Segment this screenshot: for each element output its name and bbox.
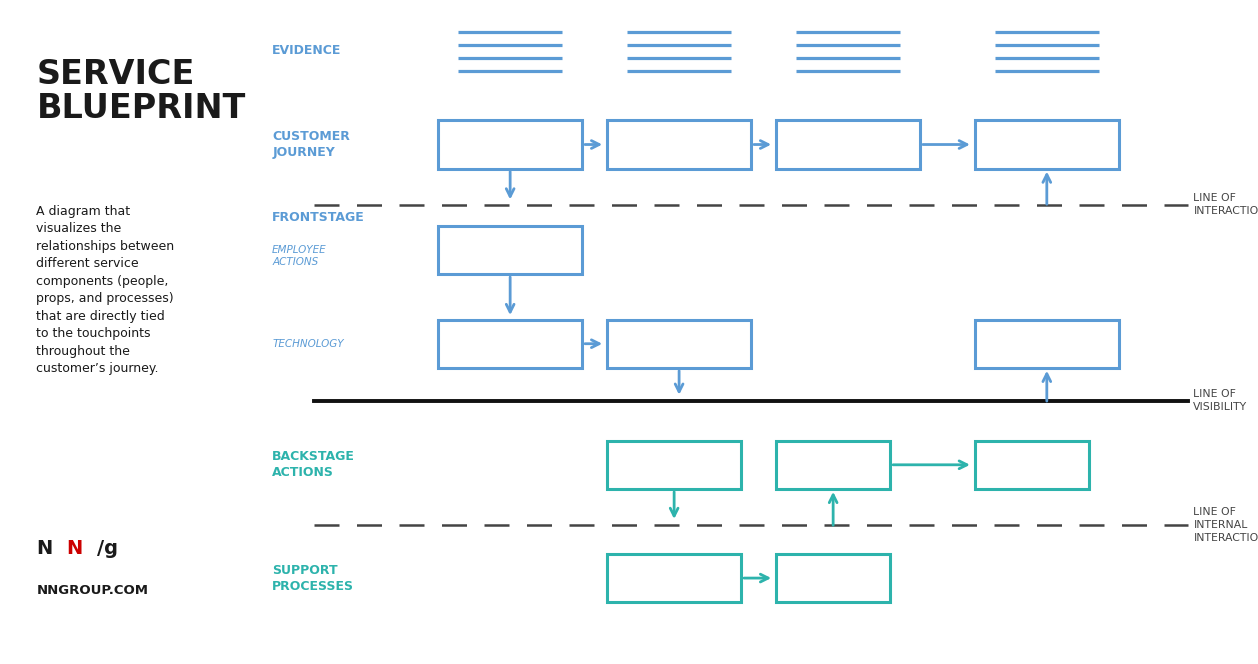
Bar [438,226,582,274]
Text: FRONTSTAGE: FRONTSTAGE [272,210,365,224]
Bar [975,319,1118,368]
Text: SUPPORT
PROCESSES: SUPPORT PROCESSES [272,564,355,592]
Text: EMPLOYEE
ACTIONS: EMPLOYEE ACTIONS [272,245,327,268]
Text: TECHNOLOGY: TECHNOLOGY [272,339,343,349]
Bar [438,319,582,368]
Text: N: N [36,539,53,558]
Text: CUSTOMER
JOURNEY: CUSTOMER JOURNEY [272,130,350,159]
Text: EVIDENCE: EVIDENCE [272,44,341,57]
Bar [438,120,582,169]
Text: BACKSTAGE
ACTIONS: BACKSTAGE ACTIONS [272,450,355,479]
Text: A diagram that
visualizes the
relationships between
different service
components: A diagram that visualizes the relationsh… [36,205,175,375]
Text: LINE OF
INTERNAL
INTERACTION: LINE OF INTERNAL INTERACTION [1194,507,1258,542]
Bar [776,441,891,489]
Bar [608,441,741,489]
Bar [776,554,891,602]
Bar [776,120,920,169]
Bar [975,441,1089,489]
Text: LINE OF
INTERACTION: LINE OF INTERACTION [1194,193,1258,216]
Text: /g: /g [97,539,118,558]
Text: SERVICE
BLUEPRINT: SERVICE BLUEPRINT [36,58,245,125]
Bar [608,120,751,169]
Bar [608,554,741,602]
Text: NNGROUP.COM: NNGROUP.COM [36,584,148,596]
Text: N: N [67,539,83,558]
Text: LINE OF
VISIBILITY: LINE OF VISIBILITY [1194,389,1248,412]
Bar [608,319,751,368]
Bar [975,120,1118,169]
